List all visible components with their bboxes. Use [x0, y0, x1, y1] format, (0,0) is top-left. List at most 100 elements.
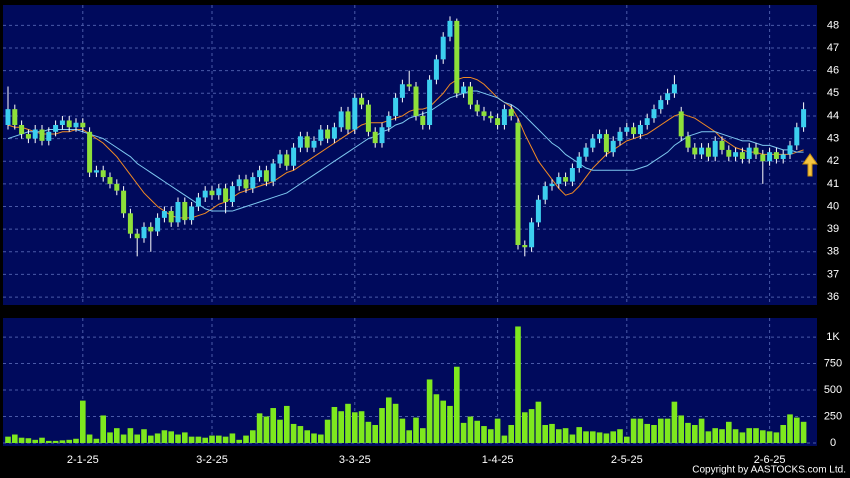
x-tick-label: 2-1-25 — [67, 454, 99, 466]
candle-body — [189, 206, 195, 221]
volume-bar — [188, 436, 195, 443]
candle-body — [556, 177, 562, 184]
candle-body — [338, 111, 344, 128]
volume-bar — [685, 422, 691, 443]
candle-body — [610, 140, 616, 153]
candle-body — [263, 170, 269, 182]
volume-bar — [481, 426, 487, 443]
candle-body — [576, 156, 582, 169]
volume-bar — [86, 434, 93, 443]
volume-bar — [270, 408, 276, 443]
volume-bar — [732, 429, 739, 443]
volume-bar — [168, 431, 174, 443]
candle-body — [121, 190, 127, 214]
volume-bar — [651, 424, 657, 443]
candle-body — [433, 59, 439, 80]
volume-bar — [664, 418, 671, 443]
volume-bar — [488, 429, 494, 443]
candle-body — [352, 97, 358, 130]
x-tick-label: 3-3-25 — [339, 454, 371, 466]
price-panel — [3, 5, 817, 305]
candle-body — [25, 134, 31, 139]
volume-bar — [678, 415, 684, 443]
candle-body — [705, 147, 711, 157]
volume-bar — [753, 428, 759, 443]
volume-bar — [32, 439, 38, 443]
volume-bar — [658, 418, 664, 443]
candle-body — [508, 109, 514, 116]
candle-body — [501, 109, 507, 125]
candle-body — [651, 109, 657, 119]
volume-bar — [474, 420, 480, 443]
candle-body — [311, 140, 317, 148]
moving-average-line — [7, 76, 804, 219]
candle-body — [59, 120, 65, 125]
candle-body — [114, 183, 120, 191]
volume-bar — [535, 401, 542, 443]
volume-bar — [508, 424, 514, 443]
candle-body — [345, 111, 351, 130]
candle-body — [73, 122, 79, 128]
current-price-arrow — [802, 153, 818, 177]
volume-bar — [73, 438, 79, 443]
volume-bar — [705, 431, 712, 443]
volume-bar — [297, 426, 304, 443]
candle-body — [155, 217, 161, 232]
candle-body — [617, 131, 623, 141]
volume-bar — [773, 432, 780, 443]
candle-body — [291, 147, 297, 166]
candle-body — [393, 97, 399, 116]
candle-body — [365, 104, 371, 132]
volume-bar — [515, 326, 521, 443]
volume-bar — [603, 433, 610, 443]
volume-bar — [522, 412, 528, 443]
candle-body — [107, 177, 113, 184]
volume-bar — [549, 423, 555, 443]
volume-tick-label: 750 — [824, 357, 842, 369]
volume-bar — [12, 434, 18, 443]
candle-body — [665, 93, 671, 101]
volume-bar — [243, 435, 249, 443]
candle-body — [80, 122, 86, 128]
candle-body — [399, 84, 405, 98]
candle-body — [229, 186, 235, 202]
candle-body — [304, 136, 310, 148]
volume-bar — [256, 413, 263, 443]
y-tick-label: 42 — [827, 155, 839, 167]
candle-body — [488, 115, 494, 119]
volume-bar — [596, 432, 603, 443]
volume-bar — [610, 431, 616, 443]
volume-bar — [671, 401, 678, 443]
candle-body — [467, 86, 473, 105]
volume-bar — [358, 411, 365, 443]
volume-bar — [250, 430, 256, 443]
candle-body — [712, 140, 718, 157]
candle-body — [535, 199, 541, 223]
volume-bar — [386, 397, 392, 443]
candle-body — [685, 136, 691, 148]
x-tick-label: 3-2-25 — [196, 454, 228, 466]
volume-bar — [161, 430, 168, 443]
volume-bar — [39, 437, 45, 443]
candle-body — [127, 213, 133, 234]
volume-bar — [114, 428, 120, 443]
candle-body — [692, 147, 698, 155]
volume-bar — [229, 433, 236, 443]
volume-bar — [426, 379, 433, 443]
volume-bar — [569, 434, 576, 443]
volume-bar — [746, 428, 752, 443]
candle-body — [134, 233, 140, 239]
x-tick-label: 2-6-25 — [754, 454, 786, 466]
volume-tick-label: 0 — [830, 437, 836, 449]
volume-bar — [719, 429, 725, 443]
candle-body — [542, 186, 548, 200]
x-tick-label: 2-5-25 — [611, 454, 643, 466]
candle-body — [202, 190, 208, 198]
volume-bar — [46, 440, 52, 443]
volume-bar — [311, 433, 317, 443]
volume-bar — [195, 436, 202, 443]
y-tick-label: 46 — [827, 65, 839, 77]
volume-bar — [692, 424, 698, 443]
volume-bar — [433, 394, 440, 443]
